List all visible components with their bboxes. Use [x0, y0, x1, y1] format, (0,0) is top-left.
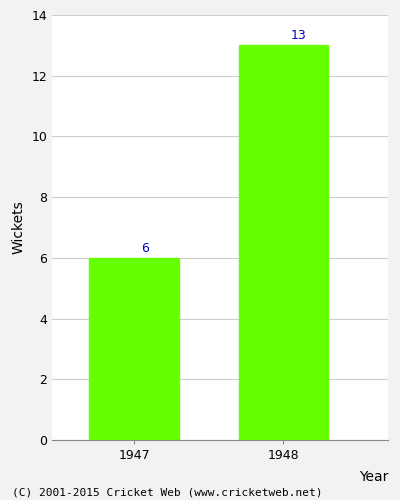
Bar: [89, 258, 179, 440]
Bar: [239, 46, 328, 440]
Text: 13: 13: [291, 30, 307, 43]
Text: Year: Year: [359, 470, 388, 484]
Text: 6: 6: [142, 242, 150, 255]
Text: (C) 2001-2015 Cricket Web (www.cricketweb.net): (C) 2001-2015 Cricket Web (www.cricketwe…: [12, 488, 322, 498]
Y-axis label: Wickets: Wickets: [12, 200, 26, 254]
